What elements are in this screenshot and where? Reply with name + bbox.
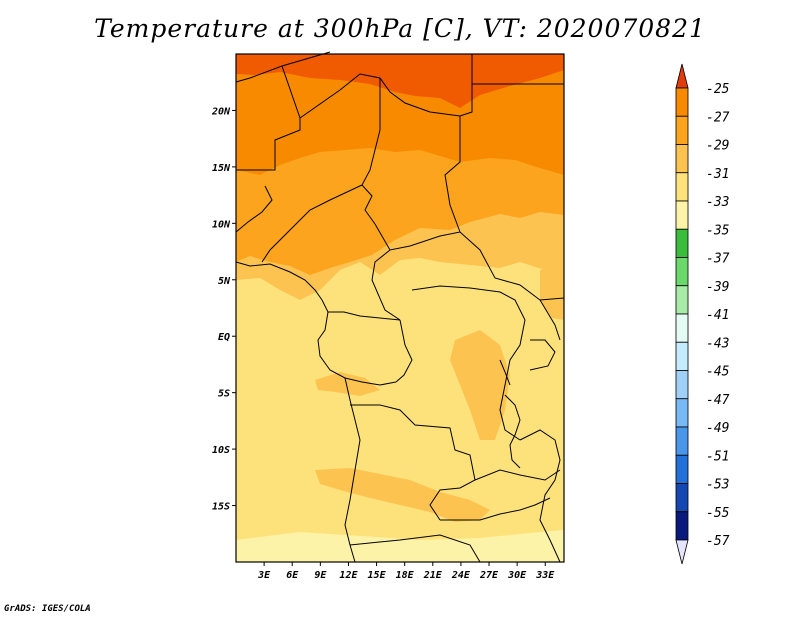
- field-patch-minus31: [540, 262, 564, 320]
- lon-tick-label: 3E: [257, 570, 271, 581]
- colorbar-swatch: [675, 172, 689, 202]
- colorbar: -25 -27 -29 -31 -33 -35 -37 -39 -41 -43 -45 -47 -49 -…: [675, 63, 730, 565]
- colorbar-swatch: [675, 398, 689, 428]
- colorbar-swatch: [675, 257, 689, 287]
- grads-credit: GrADS: IGES/COLA: [4, 604, 91, 614]
- lat-tick-label: EQ: [218, 332, 230, 343]
- colorbar-label: -33: [706, 195, 729, 210]
- lon-tick-label: 30E: [507, 570, 527, 581]
- lon-tick-label: 24E: [451, 570, 471, 581]
- lon-tick-label: 12E: [339, 570, 358, 581]
- colorbar-label: -29: [706, 139, 729, 154]
- colorbar-label: -39: [706, 280, 729, 295]
- colorbar-swatch: [675, 285, 689, 315]
- lat-tick-label: 15S: [212, 502, 230, 513]
- colorbar-swatch: [675, 144, 689, 174]
- field-patch-minus31: [450, 330, 510, 440]
- field-patch-minus35: [236, 530, 564, 562]
- map-frame: [235, 53, 565, 563]
- field-patch-minus31: [315, 468, 490, 522]
- lon-tick-label: 18E: [396, 570, 415, 581]
- map-title: Temperature at 300hPa [C], VT: 202007082…: [94, 14, 706, 43]
- colorbar-top-arrow: [675, 63, 689, 89]
- colorbar-label: -27: [706, 110, 730, 125]
- colorbar-label: -53: [706, 478, 729, 493]
- colorbar-label: -31: [706, 167, 729, 182]
- longitude-axis: 3E 6E 9E 12E 15E 18E 21E 24E 27E 30E 33E: [257, 562, 555, 581]
- colorbar-swatch: [675, 454, 689, 484]
- colorbar-bottom-arrow: [675, 539, 689, 565]
- country-borders: [235, 51, 565, 563]
- colorbar-label: -43: [706, 336, 729, 351]
- lat-tick-label: 10N: [212, 219, 231, 230]
- colorbar-swatch: [675, 87, 689, 117]
- colorbar-label: -25: [706, 82, 730, 97]
- colorbar-label: -45: [706, 365, 730, 380]
- colorbar-swatch: [675, 228, 689, 258]
- colorbar-label: -47: [706, 393, 730, 408]
- lat-tick-label: 15N: [212, 163, 231, 174]
- colorbar-label: -41: [706, 308, 729, 323]
- colorbar-swatch: [675, 200, 689, 230]
- lat-tick-label: 10S: [212, 445, 230, 456]
- colorbar-swatch: [675, 313, 689, 343]
- lon-tick-label: 6E: [286, 570, 299, 581]
- lat-tick-label: 5S: [218, 389, 230, 400]
- lat-tick-label: 5N: [218, 276, 231, 287]
- colorbar-label: -57: [706, 534, 730, 549]
- colorbar-swatch: [675, 426, 689, 456]
- colorbar-swatch: [675, 370, 689, 400]
- lon-tick-label: 21E: [423, 570, 443, 581]
- colorbar-label: -51: [706, 449, 729, 464]
- lon-tick-label: 9E: [314, 570, 327, 581]
- lon-tick-label: 27E: [479, 570, 499, 581]
- colorbar-swatch: [675, 341, 689, 371]
- field-patch-minus31: [315, 372, 380, 396]
- colorbar-swatch: [675, 115, 689, 145]
- colorbar-label: -35: [706, 223, 730, 238]
- field-band-minus25: [236, 54, 564, 108]
- colorbar-swatch: [675, 511, 689, 541]
- colorbar-label: -49: [706, 421, 729, 436]
- temperature-field: [236, 54, 564, 562]
- latitude-axis: 20N 15N 10N 5N EQ 5S 10S 15S: [211, 106, 236, 513]
- lat-tick-label: 20N: [211, 106, 231, 117]
- colorbar-label: -37: [706, 252, 730, 267]
- colorbar-swatch: [675, 483, 689, 513]
- lon-tick-label: 33E: [535, 570, 555, 581]
- colorbar-label: -55: [706, 506, 730, 521]
- lon-tick-label: 15E: [368, 570, 387, 581]
